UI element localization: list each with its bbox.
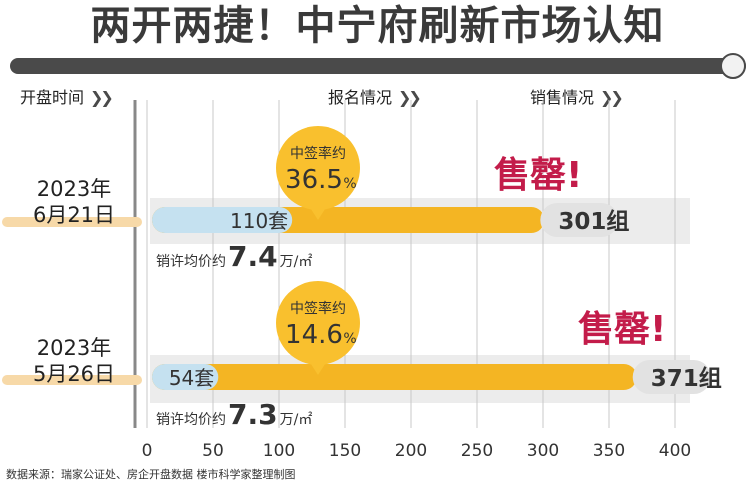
row1-date: 2023年 6月21日 <box>6 176 142 228</box>
rate-bubble <box>276 281 360 365</box>
row1-price-value: 7.4 <box>228 240 278 273</box>
x-tick-label: 0 <box>142 441 153 461</box>
title-bar-knob <box>720 53 746 79</box>
supply-bar-label: 54套 <box>169 366 214 390</box>
x-tick-label: 50 <box>202 441 224 461</box>
row2-date-day: 5月26日 <box>32 362 116 386</box>
supply-bar <box>152 207 293 233</box>
x-tick-label: 100 <box>263 441 295 461</box>
row1-date-day: 6月21日 <box>32 203 116 227</box>
date-highlight <box>2 375 142 385</box>
x-tick-label: 300 <box>527 441 559 461</box>
row2-price-unit: 万/㎡ <box>279 412 313 428</box>
x-tick-label: 150 <box>329 441 361 461</box>
page-title: 两开两捷！中宁府刷新市场认知 <box>90 3 665 49</box>
row1-price: 销许均价约7.4 万/㎡ <box>156 240 312 273</box>
rate-label: 中签率约 <box>290 145 346 162</box>
source-note: 数据来源：瑞家公证处、房企开盘数据 楼市科学家整理制图 <box>6 468 296 481</box>
header-registration: 报名情况 ❯❯ <box>328 84 422 108</box>
row2-price: 销许均价约7.3 万/㎡ <box>156 398 312 431</box>
rate-unit: % <box>343 176 356 192</box>
chevron-right-icon: ❯❯ <box>600 88 624 107</box>
registered-value-pill <box>632 360 711 394</box>
rate-bubble-pointer <box>309 206 327 220</box>
rate-value: 14.6 <box>285 320 343 350</box>
row2-price-value: 7.3 <box>228 398 278 431</box>
x-tick-label: 200 <box>395 441 427 461</box>
header-open-date: 开盘时间 ❯❯ <box>20 84 114 108</box>
row2-date-year: 2023年 <box>36 336 112 360</box>
registered-value-pill <box>540 203 619 237</box>
rate-label: 中签率约 <box>290 300 346 317</box>
header-open-date-label: 开盘时间 <box>20 88 85 107</box>
row2-price-prefix: 销许均价约 <box>156 412 226 428</box>
row1-sold-out-tag: 售罄! <box>494 155 583 196</box>
registered-bar-label: 301组 <box>558 208 629 235</box>
x-tick-label: 250 <box>461 441 493 461</box>
row2-date: 2023年 5月26日 <box>6 335 142 387</box>
registered-bar-label: 371组 <box>651 365 722 392</box>
supply-bar-label: 110套 <box>230 209 288 233</box>
chevron-right-icon: ❯❯ <box>398 88 422 107</box>
date-highlight <box>2 217 142 227</box>
rate-unit: % <box>343 331 356 347</box>
chevron-right-icon: ❯❯ <box>90 88 114 107</box>
x-tick-label: 350 <box>593 441 625 461</box>
registered-bar <box>152 364 637 390</box>
title-underline-bar <box>10 58 746 74</box>
header-sales: 销售情况 ❯❯ <box>530 84 624 108</box>
x-tick-label: 400 <box>659 441 691 461</box>
row1-price-prefix: 销许均价约 <box>156 254 226 270</box>
header-registration-label: 报名情况 <box>328 88 393 107</box>
rate-value: 36.5 <box>285 165 343 195</box>
rate-bubble-pointer <box>309 361 327 375</box>
header-sales-label: 销售情况 <box>530 88 595 107</box>
row1-price-unit: 万/㎡ <box>279 254 313 270</box>
supply-bar <box>152 364 219 390</box>
rate-bubble <box>276 126 360 210</box>
row2-sold-out-tag: 售罄! <box>578 309 667 350</box>
row1-date-year: 2023年 <box>36 177 112 201</box>
